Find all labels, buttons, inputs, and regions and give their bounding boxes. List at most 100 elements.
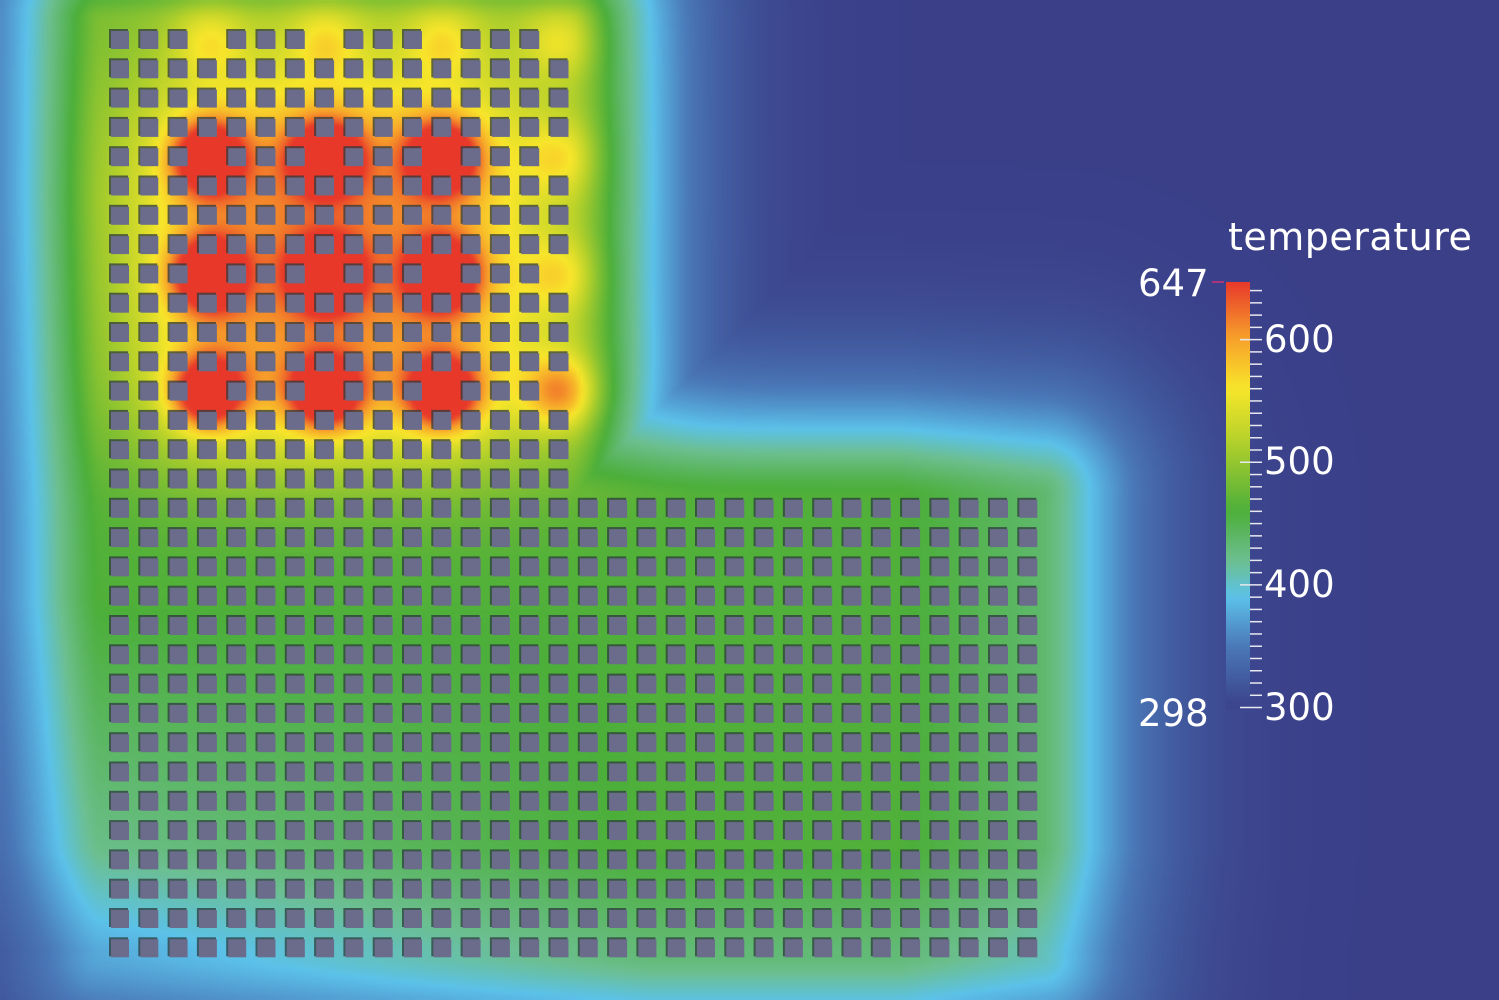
grid-pin — [960, 851, 979, 870]
grid-pin — [228, 499, 247, 518]
grid-pin — [550, 910, 569, 928]
grid-pin — [843, 704, 862, 723]
grid-pin — [843, 587, 862, 606]
grid-pin — [609, 675, 628, 694]
grid-pin — [784, 880, 803, 899]
grid-pin — [990, 587, 1008, 606]
grid-pin — [990, 851, 1008, 870]
grid-pin — [609, 646, 628, 665]
grid-pin — [374, 646, 393, 665]
grid-pin — [228, 118, 247, 137]
grid-pin — [286, 646, 305, 665]
grid-pin — [374, 60, 393, 79]
grid-pin — [784, 617, 803, 635]
grid-pin — [697, 675, 715, 694]
grid-pin — [784, 704, 803, 723]
grid-pin — [140, 851, 159, 870]
grid-pin — [345, 734, 364, 753]
grid-pin — [609, 792, 628, 811]
grid-pin — [316, 587, 335, 606]
grid-pin — [521, 792, 540, 811]
grid-pin — [550, 822, 569, 841]
grid-pin — [169, 910, 188, 928]
grid-pin — [169, 851, 188, 870]
grid-pin — [902, 646, 921, 665]
grid-pin — [169, 499, 188, 518]
grid-pin — [404, 236, 422, 255]
grid-pin — [286, 177, 305, 196]
grid-pin — [960, 704, 979, 723]
grid-pin — [491, 118, 510, 137]
grid-pin — [784, 587, 803, 606]
grid-pin — [257, 177, 276, 196]
grid-pin — [111, 646, 129, 665]
grid-pin — [902, 734, 921, 753]
grid-pin — [228, 89, 247, 108]
grid-pin — [462, 792, 481, 811]
grid-pin — [228, 646, 247, 665]
grid-pin — [521, 353, 540, 372]
grid-pin — [257, 704, 276, 723]
grid-pin — [140, 704, 159, 723]
grid-pin — [345, 763, 364, 782]
grid-pin — [931, 646, 950, 665]
grid-pin — [521, 382, 540, 401]
grid-pin — [111, 880, 129, 899]
grid-pin — [228, 734, 247, 753]
grid-pin — [521, 265, 540, 284]
grid-pin — [931, 939, 950, 958]
colorbar-tick-label: 300 — [1264, 685, 1335, 729]
grid-pin — [697, 617, 715, 635]
grid-pin — [843, 499, 862, 518]
grid-pin — [550, 704, 569, 723]
grid-pin — [228, 31, 247, 49]
grid-pin — [374, 31, 393, 49]
grid-pin — [726, 529, 745, 548]
grid-pin — [345, 411, 364, 430]
grid-pin — [462, 89, 481, 108]
grid-pin — [990, 910, 1008, 928]
grid-pin — [755, 822, 774, 841]
grid-pin — [872, 675, 891, 694]
grid-pin — [316, 470, 335, 489]
grid-pin — [931, 587, 950, 606]
grid-pin — [286, 411, 305, 430]
grid-pin — [433, 353, 452, 372]
grid-pin — [1019, 734, 1038, 753]
grid-pin — [462, 265, 481, 284]
grid-pin — [814, 851, 833, 870]
grid-pin — [550, 89, 569, 108]
grid-pin — [521, 177, 540, 196]
grid-pin — [579, 529, 598, 548]
grid-pin — [316, 177, 335, 196]
grid-pin — [638, 880, 657, 899]
grid-pin — [784, 734, 803, 753]
grid-pin — [169, 646, 188, 665]
grid-pin — [579, 499, 598, 518]
grid-pin — [521, 89, 540, 108]
grid-pin — [111, 148, 129, 167]
grid-pin — [374, 851, 393, 870]
grid-pin — [286, 324, 305, 342]
colorbar-max-label: 647 — [1138, 262, 1209, 305]
grid-pin — [550, 294, 569, 313]
grid-pin — [111, 675, 129, 694]
grid-pin — [433, 792, 452, 811]
grid-pin — [169, 148, 188, 167]
grid-pin — [726, 617, 745, 635]
grid-pin — [1019, 499, 1038, 518]
grid-pin — [345, 529, 364, 548]
grid-pin — [433, 646, 452, 665]
grid-pin — [521, 60, 540, 79]
grid-pin — [667, 646, 686, 665]
grid-pin — [316, 499, 335, 518]
grid-pin — [609, 499, 628, 518]
grid-pin — [374, 324, 393, 342]
grid-pin — [550, 470, 569, 489]
grid-pin — [228, 792, 247, 811]
grid-pin — [169, 177, 188, 196]
grid-pin — [169, 734, 188, 753]
grid-pin — [228, 558, 247, 577]
grid-pin — [345, 89, 364, 108]
grid-pin — [462, 851, 481, 870]
